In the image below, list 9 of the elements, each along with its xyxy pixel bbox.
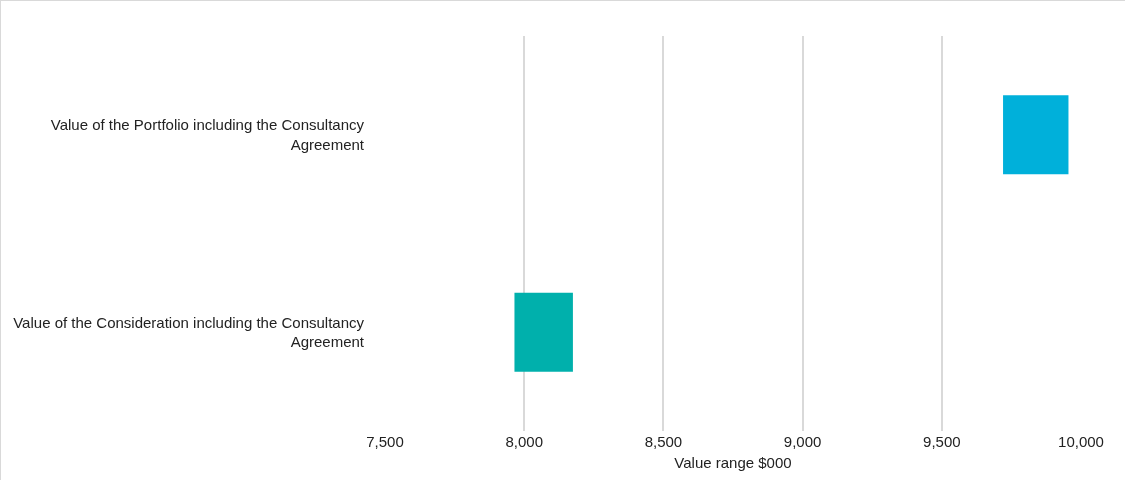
x-tick-label: 8,000 <box>505 433 543 450</box>
y-tick-label: Value of the Portfolio including the Consultancy Agreement <box>50 116 365 153</box>
x-axis-title: Value range $000 <box>674 454 792 471</box>
x-tick-label: 7,500 <box>366 433 404 450</box>
x-tick-label: 10,000 <box>1058 433 1104 450</box>
x-tick-label: 9,000 <box>783 433 822 450</box>
x-tick-label: 8,500 <box>644 433 683 450</box>
y-tick-label: Value of the Consideration including the Consultancy Agreement <box>13 313 365 351</box>
x-tick-label: 9,500 <box>923 433 961 450</box>
